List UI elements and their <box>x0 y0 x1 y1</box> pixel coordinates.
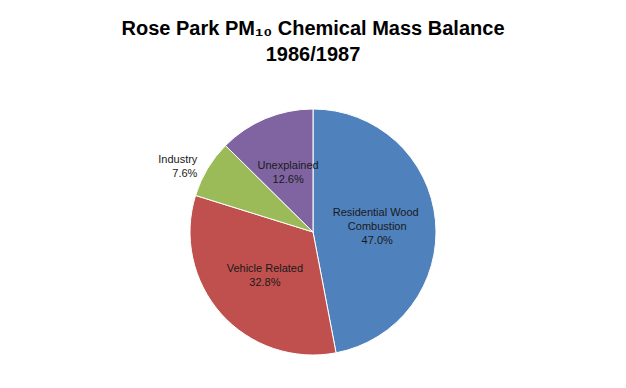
svg-text:32.8%: 32.8% <box>249 276 280 288</box>
svg-text:Residential Wood: Residential Wood <box>333 206 422 218</box>
svg-text:Industry: Industry <box>158 153 198 165</box>
svg-text:12.6%: 12.6% <box>273 173 304 185</box>
svg-text:Vehicle Related: Vehicle Related <box>227 262 303 274</box>
svg-text:1986/1987: 1986/1987 <box>266 43 361 65</box>
svg-text:7.6%: 7.6% <box>172 167 197 179</box>
svg-text:Combustion: Combustion <box>348 220 407 232</box>
svg-text:Unexplained: Unexplained <box>258 159 319 171</box>
svg-text:47.0%: 47.0% <box>362 234 393 246</box>
svg-text:Rose Park PM₁₀ Chemical Mass B: Rose Park PM₁₀ Chemical Mass Balance <box>121 17 504 39</box>
